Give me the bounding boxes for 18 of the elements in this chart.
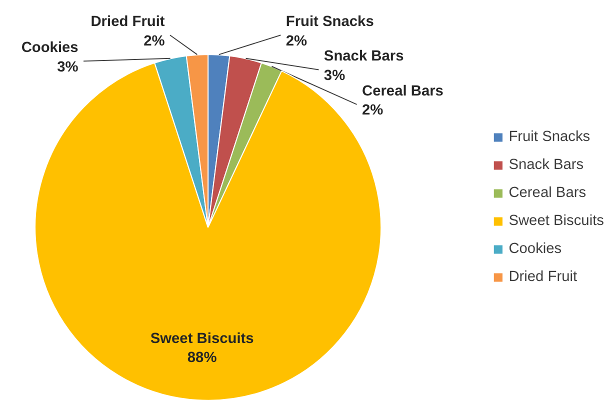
data-label: 2% bbox=[286, 33, 308, 50]
legend-label: Cereal Bars bbox=[508, 185, 586, 201]
data-label: 3% bbox=[57, 59, 78, 76]
slice-label: Cereal Bars bbox=[362, 83, 444, 100]
slice-label: Fruit Snacks bbox=[286, 14, 374, 30]
slice-label: Cookies bbox=[21, 40, 78, 56]
data-label: 2% bbox=[362, 102, 384, 119]
data-label: 2% bbox=[144, 33, 165, 50]
data-label: 3% bbox=[324, 68, 346, 84]
slice-label: Dried Fruit bbox=[90, 14, 165, 30]
legend-label: Snack Bars bbox=[508, 157, 584, 173]
legend-label: Fruit Snacks bbox=[508, 129, 590, 145]
legend-label: Cookies bbox=[508, 241, 562, 257]
slice-label: Snack Bars bbox=[324, 48, 404, 65]
legend-label: Sweet Biscuits bbox=[508, 213, 604, 229]
legend-label: Dried Fruit bbox=[508, 269, 578, 285]
data-label: 88% bbox=[187, 350, 217, 366]
slice-label: Sweet Biscuits bbox=[150, 330, 254, 347]
